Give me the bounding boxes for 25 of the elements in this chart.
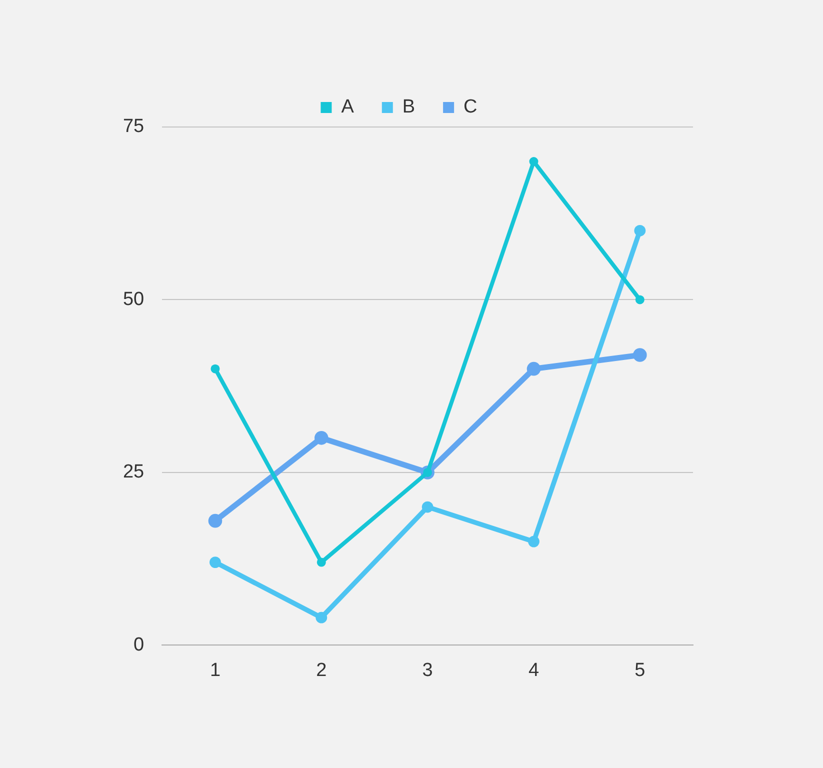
y-tick-label: 25 — [122, 462, 144, 483]
legend-label: A — [341, 96, 354, 118]
point — [316, 612, 328, 624]
point — [316, 558, 326, 567]
point — [633, 348, 647, 362]
x-tick-label: 3 — [422, 660, 433, 681]
y-tick-label: 0 — [134, 634, 144, 656]
point — [528, 536, 540, 548]
legend-label: B — [402, 96, 416, 118]
x-tick-label: 2 — [316, 660, 327, 681]
point — [526, 362, 541, 376]
point — [529, 157, 538, 166]
y-tick-label: 75 — [122, 116, 144, 138]
point — [634, 224, 646, 236]
x-tick-label: 1 — [210, 660, 221, 681]
x-tick-label: 4 — [528, 660, 540, 681]
y-tick-label: 50 — [122, 288, 144, 310]
point — [210, 364, 220, 374]
legend-label: C — [464, 96, 478, 118]
point — [314, 431, 328, 445]
point — [422, 501, 434, 513]
point — [635, 295, 644, 304]
point — [210, 556, 221, 568]
x-tick-label: 5 — [634, 660, 646, 681]
point — [208, 514, 222, 528]
